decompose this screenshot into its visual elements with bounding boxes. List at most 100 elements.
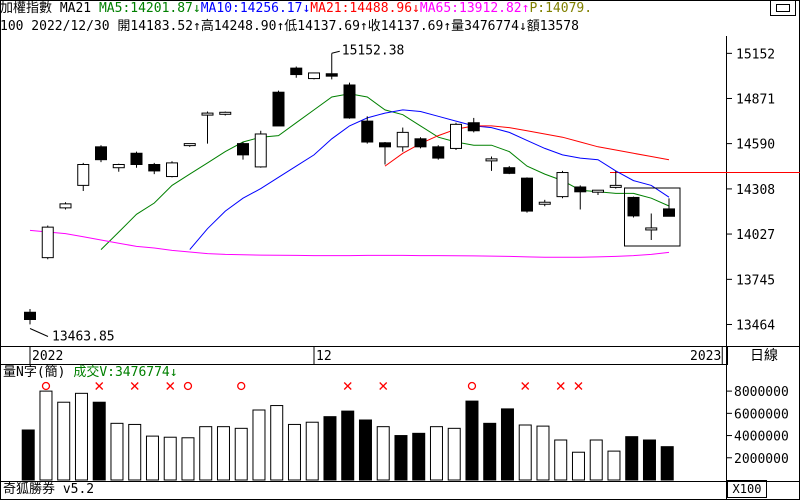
- candle-body-up: [166, 162, 178, 178]
- volume-bar: [110, 422, 124, 481]
- candle-body-up: [112, 163, 125, 169]
- volume-bar: [39, 390, 53, 481]
- volume-bar: [287, 423, 301, 481]
- candle-body-up: [592, 189, 604, 193]
- volume-marker-cross: [130, 382, 139, 390]
- y-tick-label: 14871: [736, 92, 775, 107]
- volume-bar: [181, 437, 195, 481]
- candle: [609, 170, 622, 189]
- candle-body-down: [521, 177, 533, 212]
- candle: [325, 53, 338, 80]
- high-pointer: [331, 50, 340, 54]
- candle-body-up: [219, 111, 232, 115]
- header-segment-3: MA21:14488.96↓: [310, 1, 420, 16]
- y-tick-label: 14590: [736, 138, 775, 153]
- candle: [432, 145, 445, 160]
- volume-bar: [252, 409, 266, 481]
- volume-bar: [163, 436, 177, 481]
- candle-body-down: [272, 91, 285, 127]
- volume-bar: [57, 401, 71, 481]
- volume-bar: [429, 426, 443, 481]
- candle: [290, 66, 303, 78]
- volume-bar: [412, 432, 426, 481]
- volume-bar: [358, 419, 372, 481]
- candle: [148, 162, 161, 175]
- candle: [361, 116, 374, 144]
- candle: [237, 142, 249, 160]
- x-tick-label: 12: [316, 349, 332, 364]
- candle-body-up: [183, 143, 196, 147]
- zoom-button[interactable]: X100: [727, 480, 767, 498]
- candle-body-up: [645, 227, 658, 231]
- candle: [130, 151, 143, 168]
- volume-marker-cross: [166, 382, 175, 390]
- candle: [592, 189, 604, 196]
- candle-body-down: [627, 196, 640, 217]
- candle: [183, 143, 196, 147]
- candle: [201, 111, 214, 144]
- volume-bar: [128, 423, 142, 481]
- ma-line-ma5: [100, 93, 670, 250]
- ma-line-ma21: [384, 125, 670, 167]
- candle: [414, 137, 427, 149]
- candle: [396, 127, 409, 152]
- volume-bar: [234, 427, 248, 481]
- candle: [219, 111, 232, 116]
- candle: [308, 72, 320, 80]
- candle-body-down: [290, 67, 303, 76]
- volume-bar: [536, 425, 550, 481]
- volume-bar: [518, 424, 532, 481]
- candle-body-up: [254, 133, 267, 168]
- volume-y-tick-label: 2000000: [734, 452, 789, 467]
- volume-bar: [341, 410, 355, 481]
- volume-bar: [589, 439, 603, 481]
- header-segment-4: MA65:13912.82↑: [419, 1, 530, 16]
- x-tick-label: 2022: [32, 349, 63, 364]
- volume-bar: [21, 429, 35, 481]
- candle: [645, 213, 658, 240]
- volume-marker-cross: [574, 382, 583, 390]
- candle: [343, 82, 356, 119]
- volume-bar: [92, 401, 106, 481]
- volume-marker-circle: [237, 381, 246, 391]
- volume-header: 量N字(簡) 成交V:3476774↓: [3, 365, 178, 381]
- candle-body-down: [379, 142, 391, 148]
- candle: [503, 166, 516, 175]
- volume-bar: [642, 439, 656, 481]
- candle-body-down: [467, 122, 480, 132]
- volume-bar: [145, 435, 159, 481]
- candle: [521, 177, 533, 213]
- volume-bar: [376, 426, 390, 481]
- x-tick-label: 2023: [690, 349, 721, 364]
- candle: [254, 130, 267, 168]
- price-header: 加權指數 MA21 MA5:14201.87↓MA10:14256.17↓MA2…: [0, 1, 592, 17]
- candle-body-up: [450, 123, 462, 149]
- candle-body-down: [503, 167, 516, 174]
- candle: [556, 170, 569, 199]
- candle-body-down: [361, 120, 374, 143]
- volume-marker-cross: [95, 382, 104, 390]
- candle: [450, 122, 462, 151]
- volume-bar: [270, 405, 284, 481]
- header-segment-1: MA5:14201.87↓: [98, 1, 201, 16]
- candle-body-down: [343, 84, 356, 119]
- candle-body-up: [308, 72, 320, 80]
- volume-marker-cross: [343, 382, 352, 390]
- volume-bar: [660, 446, 674, 481]
- volume-bar: [554, 439, 568, 481]
- header-segment-5: P:14079.: [529, 1, 593, 16]
- y-tick-label: 13464: [736, 318, 775, 333]
- candle-body-down: [663, 208, 675, 217]
- volume-bar: [199, 426, 213, 481]
- candle: [663, 198, 675, 217]
- ma-line-ma10: [189, 109, 670, 250]
- volume-marker-cross: [556, 382, 565, 390]
- period-label[interactable]: 日線: [727, 347, 800, 365]
- ma-line-ma65: [29, 229, 670, 258]
- volume-bar: [607, 450, 621, 481]
- y-tick-label: 14027: [736, 228, 775, 243]
- candle: [379, 142, 391, 165]
- volume-bar: [74, 392, 88, 481]
- volume-y-tick-label: 8000000: [734, 385, 789, 400]
